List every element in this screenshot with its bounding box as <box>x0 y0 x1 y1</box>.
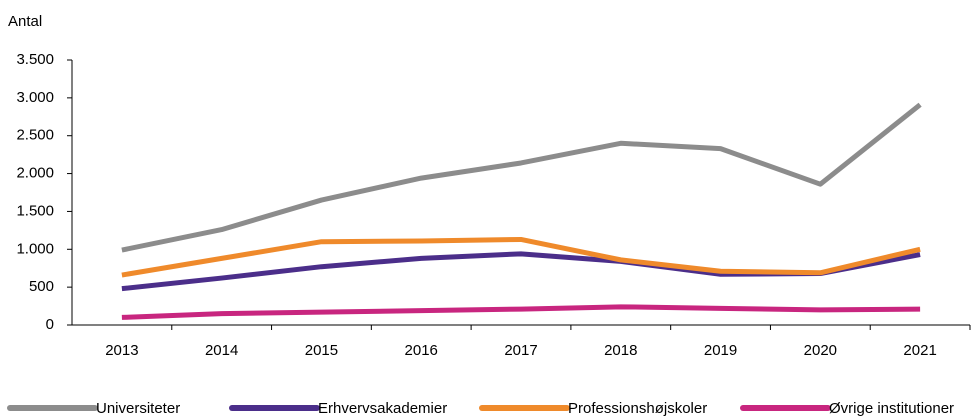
x-tick-label: 2020 <box>804 342 837 359</box>
series-line <box>121 304 921 320</box>
y-tick-label: 1.500 <box>16 202 54 219</box>
x-tick-label: 2021 <box>903 342 936 359</box>
legend-label: Universiteter <box>96 400 180 417</box>
y-tick-label: 500 <box>29 278 54 295</box>
x-tick-label: 2014 <box>205 342 238 359</box>
legend-label: Øvrige institutioner <box>829 400 954 417</box>
x-tick-label: 2018 <box>604 342 637 359</box>
y-tick-label: 1.000 <box>16 240 54 257</box>
x-tick-label: 2015 <box>305 342 338 359</box>
legend-label: Erhvervsakademier <box>318 400 447 417</box>
y-tick-label: 3.000 <box>16 89 54 106</box>
y-axis-label: Antal <box>8 13 42 30</box>
x-tick-label: 2013 <box>105 342 138 359</box>
y-tick-label: 0 <box>46 316 54 333</box>
x-tick-label: 2019 <box>704 342 737 359</box>
y-tick-label: 2.000 <box>16 165 54 182</box>
legend-label: Professionshøjskoler <box>568 400 707 417</box>
y-tick-label: 2.500 <box>16 127 54 144</box>
x-tick-label: 2016 <box>405 342 438 359</box>
y-tick-label: 3.500 <box>16 51 54 68</box>
series-line <box>121 102 922 253</box>
x-tick-label: 2017 <box>504 342 537 359</box>
series-line <box>121 236 921 278</box>
